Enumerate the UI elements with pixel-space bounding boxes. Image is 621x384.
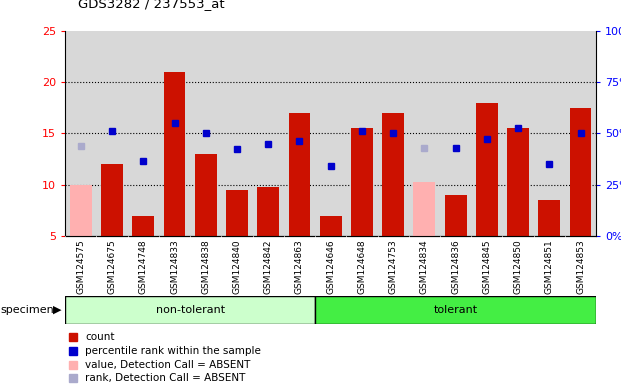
Text: GSM124646: GSM124646 [326,239,335,294]
Text: GSM124748: GSM124748 [138,239,148,294]
Text: GSM124833: GSM124833 [170,239,179,294]
Bar [538,200,560,236]
Text: GSM124753: GSM124753 [389,239,397,294]
Text: tolerant: tolerant [433,305,478,315]
Text: GSM124840: GSM124840 [232,239,242,294]
Bar [382,113,404,236]
Bar [351,128,373,236]
Bar [569,108,591,236]
Text: GSM124863: GSM124863 [295,239,304,294]
Text: GSM124851: GSM124851 [545,239,554,294]
Text: GSM124850: GSM124850 [514,239,523,294]
Bar [476,103,498,236]
Text: GDS3282 / 237553_at: GDS3282 / 237553_at [78,0,224,10]
Text: rank, Detection Call = ABSENT: rank, Detection Call = ABSENT [85,373,246,384]
Bar [257,187,279,236]
Text: ▶: ▶ [53,305,61,315]
Text: count: count [85,332,115,342]
Bar [132,216,154,236]
Bar [195,154,217,236]
Bar [507,128,529,236]
Bar [289,113,310,236]
Text: GSM124836: GSM124836 [451,239,460,294]
Bar [163,72,186,236]
Bar [315,296,596,324]
Text: GSM124675: GSM124675 [107,239,117,294]
Text: value, Detection Call = ABSENT: value, Detection Call = ABSENT [85,359,251,369]
Text: non-tolerant: non-tolerant [156,305,225,315]
Bar [101,164,123,236]
Text: percentile rank within the sample: percentile rank within the sample [85,346,261,356]
Text: GSM124842: GSM124842 [264,239,273,294]
Text: GSM124575: GSM124575 [76,239,85,294]
Bar [226,190,248,236]
Text: GSM124648: GSM124648 [358,239,366,294]
Bar [414,182,435,236]
Text: GSM124853: GSM124853 [576,239,585,294]
Text: GSM124838: GSM124838 [201,239,211,294]
Text: GSM124834: GSM124834 [420,239,429,294]
Bar [65,296,315,324]
Bar [70,185,92,236]
Bar [445,195,466,236]
Bar [320,216,342,236]
Text: specimen: specimen [1,305,55,315]
Text: GSM124845: GSM124845 [483,239,491,294]
